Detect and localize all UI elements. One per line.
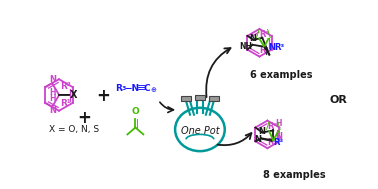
Text: H: H bbox=[50, 88, 56, 97]
FancyBboxPatch shape bbox=[195, 95, 205, 100]
Text: H: H bbox=[275, 119, 282, 129]
Text: N: N bbox=[258, 127, 265, 136]
Text: \: \ bbox=[267, 29, 271, 39]
Text: ⊕: ⊕ bbox=[150, 87, 156, 93]
Text: O: O bbox=[132, 107, 139, 116]
Text: X: X bbox=[70, 90, 77, 100]
Text: N: N bbox=[49, 106, 56, 115]
Text: One Pot: One Pot bbox=[181, 126, 219, 136]
Text: R³: R³ bbox=[273, 138, 283, 147]
Text: OR: OR bbox=[330, 95, 348, 105]
FancyBboxPatch shape bbox=[181, 96, 191, 101]
Text: +: + bbox=[97, 87, 111, 105]
Text: R¹: R¹ bbox=[267, 138, 277, 147]
Text: R¹: R¹ bbox=[60, 99, 71, 108]
Text: R³: R³ bbox=[274, 43, 284, 52]
Text: X = O, N, S: X = O, N, S bbox=[49, 125, 99, 134]
Text: /: / bbox=[257, 29, 260, 39]
Text: NH: NH bbox=[239, 42, 253, 51]
Text: +: + bbox=[77, 109, 91, 127]
Text: N: N bbox=[254, 135, 261, 144]
Ellipse shape bbox=[175, 108, 225, 151]
Text: 6 examples: 6 examples bbox=[250, 70, 313, 80]
Text: −N: −N bbox=[124, 84, 139, 93]
Text: /: / bbox=[266, 122, 270, 132]
Text: R²: R² bbox=[267, 122, 277, 131]
Text: H: H bbox=[50, 94, 56, 103]
Text: C: C bbox=[143, 84, 150, 93]
Text: N: N bbox=[249, 34, 256, 43]
Text: R: R bbox=[116, 84, 122, 93]
Text: N: N bbox=[275, 132, 282, 141]
Text: R²: R² bbox=[259, 30, 270, 39]
Text: \: \ bbox=[277, 122, 281, 132]
Text: ≡: ≡ bbox=[136, 83, 146, 93]
Text: R²: R² bbox=[60, 82, 71, 91]
Text: N: N bbox=[49, 75, 56, 84]
Text: N: N bbox=[268, 43, 275, 52]
Text: 3: 3 bbox=[121, 86, 126, 91]
Text: 8 examples: 8 examples bbox=[263, 170, 325, 180]
Text: R¹: R¹ bbox=[259, 46, 270, 55]
FancyBboxPatch shape bbox=[209, 96, 219, 101]
